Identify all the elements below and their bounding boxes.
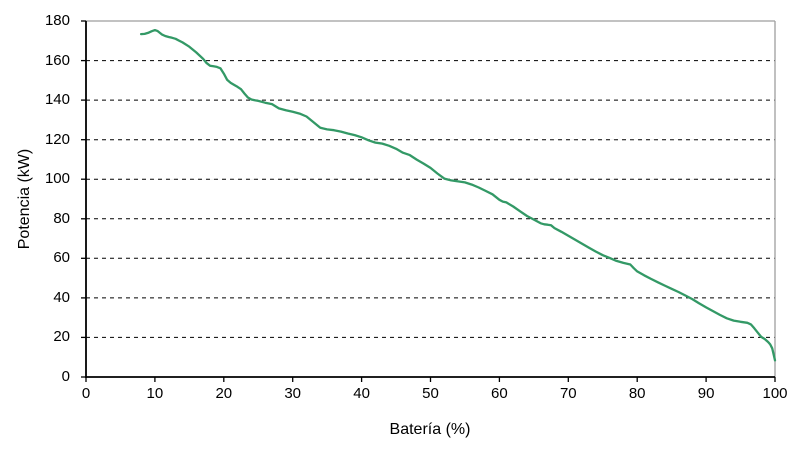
x-tick-label: 40 [353, 385, 370, 402]
x-tick-label: 80 [628, 385, 646, 402]
y-tick-label: 80 [53, 209, 70, 227]
x-tick-label: 60 [491, 385, 508, 402]
y-tick-label: 160 [44, 51, 70, 69]
x-tick-label: 30 [284, 385, 302, 402]
x-tick-label: 50 [422, 385, 439, 402]
y-tick-label: 40 [53, 288, 70, 306]
x-axis-title: Batería (%) [389, 421, 471, 438]
y-tick-label: 140 [44, 91, 70, 109]
x-tick-label: 0 [81, 385, 91, 402]
x-tick-label: 90 [697, 385, 715, 402]
y-tick-label: 100 [44, 170, 70, 188]
y-tick-label: 0 [61, 368, 70, 385]
x-tick-label: 10 [146, 385, 164, 402]
x-tick-label: 100 [762, 385, 788, 402]
x-tick-label: 20 [215, 385, 233, 402]
y-tick-label: 60 [53, 249, 70, 267]
y-tick-label: 180 [44, 12, 70, 29]
y-axis-title: Potencia (kW) [16, 148, 33, 250]
series-line [139, 28, 777, 362]
y-tick-label: 120 [44, 130, 70, 148]
y-tick-label: 20 [53, 328, 70, 346]
x-tick-label: 70 [559, 385, 577, 402]
